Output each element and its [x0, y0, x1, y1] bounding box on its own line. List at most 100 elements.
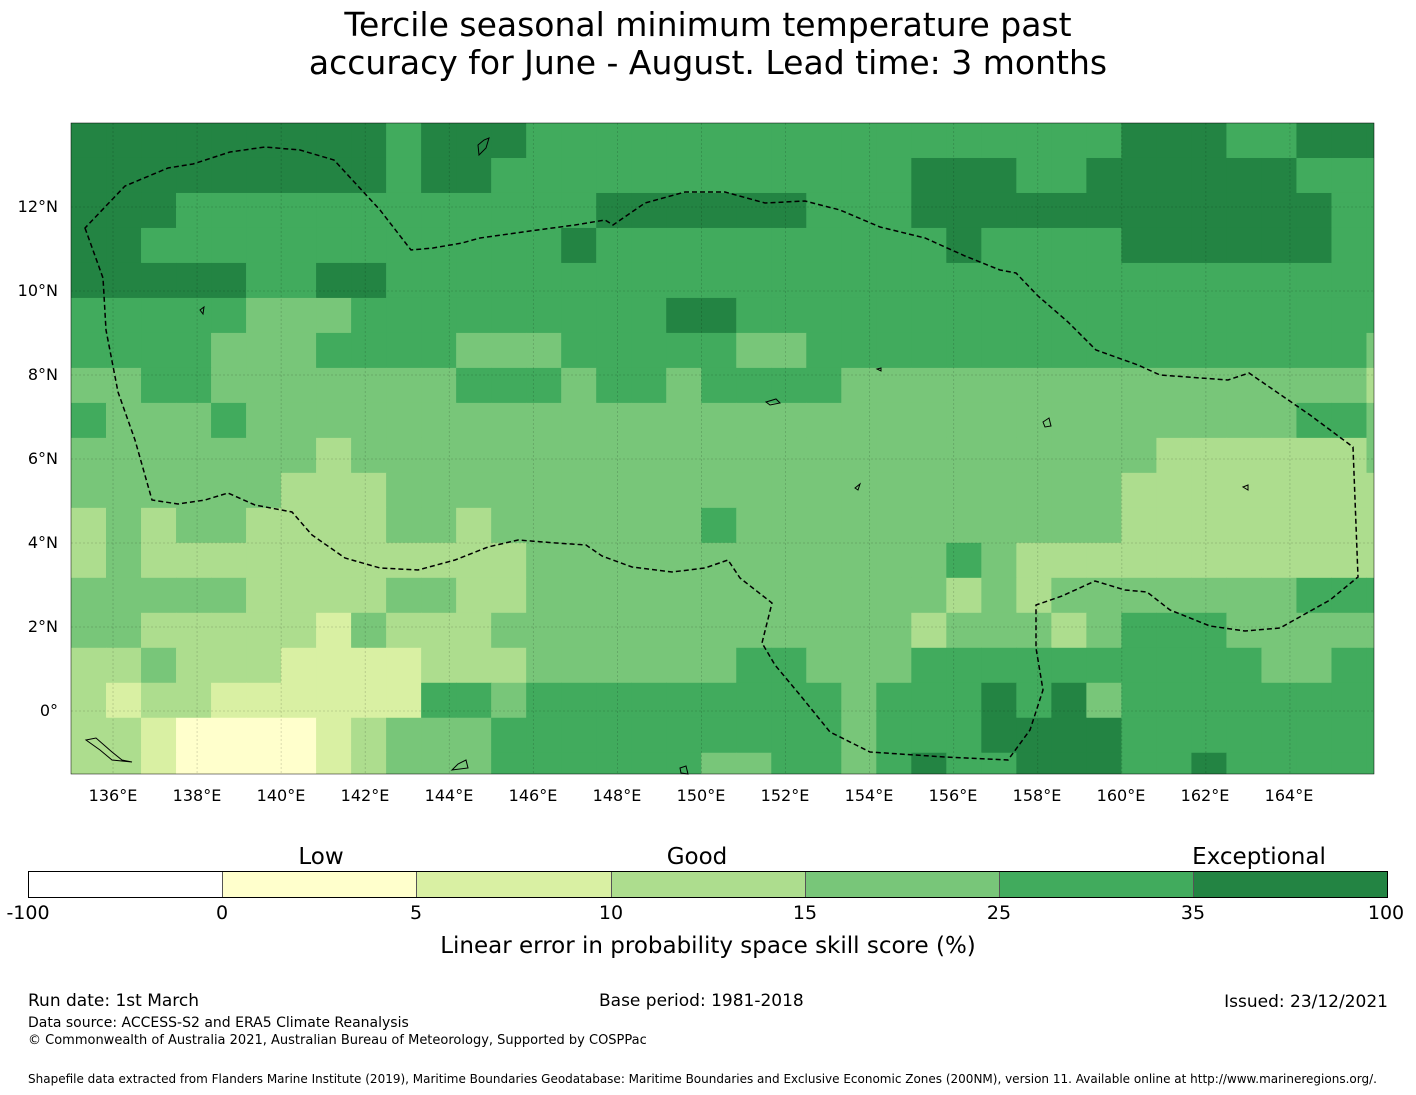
heatmap-cell [841, 612, 877, 649]
heatmap-cell [351, 577, 387, 614]
heatmap-cell [736, 367, 772, 404]
heatmap-cell [1261, 157, 1298, 194]
heatmap-cell [841, 507, 877, 544]
heatmap-cell [1016, 157, 1052, 194]
heatmap-cell [71, 157, 107, 194]
heatmap-cell [911, 157, 947, 194]
heatmap-cell [106, 717, 142, 754]
heatmap-cell [246, 123, 282, 159]
heatmap-cell [911, 612, 947, 649]
heatmap-cell [561, 542, 597, 579]
heatmap-cell [1086, 612, 1122, 649]
heatmap-cell [456, 157, 492, 194]
heatmap-cell [211, 297, 247, 334]
lat-label: 4°N [27, 533, 58, 552]
heatmap-cell [316, 192, 352, 229]
heatmap-cell [351, 227, 387, 264]
heatmap-cell [1331, 577, 1368, 614]
heatmap-cell [421, 402, 457, 439]
heatmap-cell [176, 612, 212, 649]
heatmap-cell [736, 192, 772, 229]
heatmap-cell [281, 647, 317, 684]
heatmap-cell [806, 192, 842, 229]
heatmap-cell [211, 157, 247, 194]
colorbar-tick: 5 [409, 902, 423, 924]
heatmap-cell [351, 612, 387, 649]
heatmap-cell [876, 647, 912, 684]
heatmap-cell [1121, 332, 1157, 369]
heatmap-cell [1226, 262, 1263, 299]
heatmap-cell [1156, 542, 1193, 579]
heatmap-cell [1331, 123, 1368, 159]
heatmap-cell [71, 227, 107, 264]
heatmap-cell [1261, 542, 1298, 579]
heatmap-cell [281, 542, 317, 579]
heatmap-cell [981, 507, 1017, 544]
heatmap-cell [351, 542, 387, 579]
island-outline [1042, 417, 1052, 428]
lat-label: 0° [39, 701, 58, 720]
heatmap-cell [876, 752, 912, 774]
heatmap-cell [1366, 472, 1374, 509]
heatmap-cell [71, 262, 107, 299]
heatmap-cell [596, 367, 632, 404]
heatmap-cell [246, 437, 282, 474]
palau-outline [84, 737, 133, 763]
heatmap-cell [141, 367, 177, 404]
heatmap-cell [911, 507, 947, 544]
heatmap-cell [456, 507, 492, 544]
heatmap-cell [946, 752, 982, 774]
heatmap-cell [1366, 402, 1374, 439]
heatmap-cell [1121, 612, 1157, 649]
heatmap-cell [946, 262, 982, 299]
heatmap-cell [211, 472, 247, 509]
heatmap-cell [106, 682, 142, 719]
heatmap-cell [351, 507, 387, 544]
heatmap-cell [106, 297, 142, 334]
heatmap-cell [351, 157, 387, 194]
heatmap-cell [1366, 542, 1374, 579]
heatmap-cell [1086, 437, 1122, 474]
lat-label: 10°N [17, 281, 58, 300]
heatmap-cell [1086, 647, 1122, 684]
heatmap-cell [491, 192, 527, 229]
heatmap-cell [176, 402, 212, 439]
heatmap-cell [631, 507, 667, 544]
heatmap-cell [1086, 717, 1122, 754]
run-date: Run date: 1st March [28, 991, 200, 1011]
heatmap-cell [1366, 192, 1374, 229]
heatmap-cell [946, 717, 982, 754]
heatmap-cell [526, 717, 562, 754]
heatmap-cell [736, 752, 772, 774]
heatmap-cell [771, 262, 807, 299]
heatmap-cell [631, 437, 667, 474]
heatmap-cell [596, 507, 632, 544]
lon-label: 156°E [928, 786, 978, 805]
heatmap-cell [1016, 402, 1052, 439]
lon-label: 144°E [424, 786, 474, 805]
lat-label: 2°N [27, 617, 58, 636]
heatmap-cell [1086, 367, 1122, 404]
heatmap-cell [141, 647, 177, 684]
heatmap-cell [1261, 192, 1298, 229]
heatmap-cell [666, 542, 702, 579]
heatmap-cell [806, 402, 842, 439]
heatmap-cell [1296, 402, 1333, 439]
heatmap-cell [211, 612, 247, 649]
heatmap-cell [1086, 297, 1122, 334]
heatmap-cell [1261, 227, 1298, 264]
heatmap-cell [1366, 332, 1374, 369]
heatmap-cell [806, 297, 842, 334]
shapefile-credit: Shapefile data extracted from Flanders M… [28, 1072, 1377, 1086]
heatmap-cell [631, 262, 667, 299]
heatmap-cell [246, 472, 282, 509]
heatmap-cell [1086, 262, 1122, 299]
heatmap-cell [526, 647, 562, 684]
heatmap-cell [316, 297, 352, 334]
heatmap-cell [456, 262, 492, 299]
heatmap-cell [386, 752, 422, 774]
heatmap-cell [316, 262, 352, 299]
heatmap-cell [946, 437, 982, 474]
heatmap-cell [946, 507, 982, 544]
heatmap-cell [631, 542, 667, 579]
